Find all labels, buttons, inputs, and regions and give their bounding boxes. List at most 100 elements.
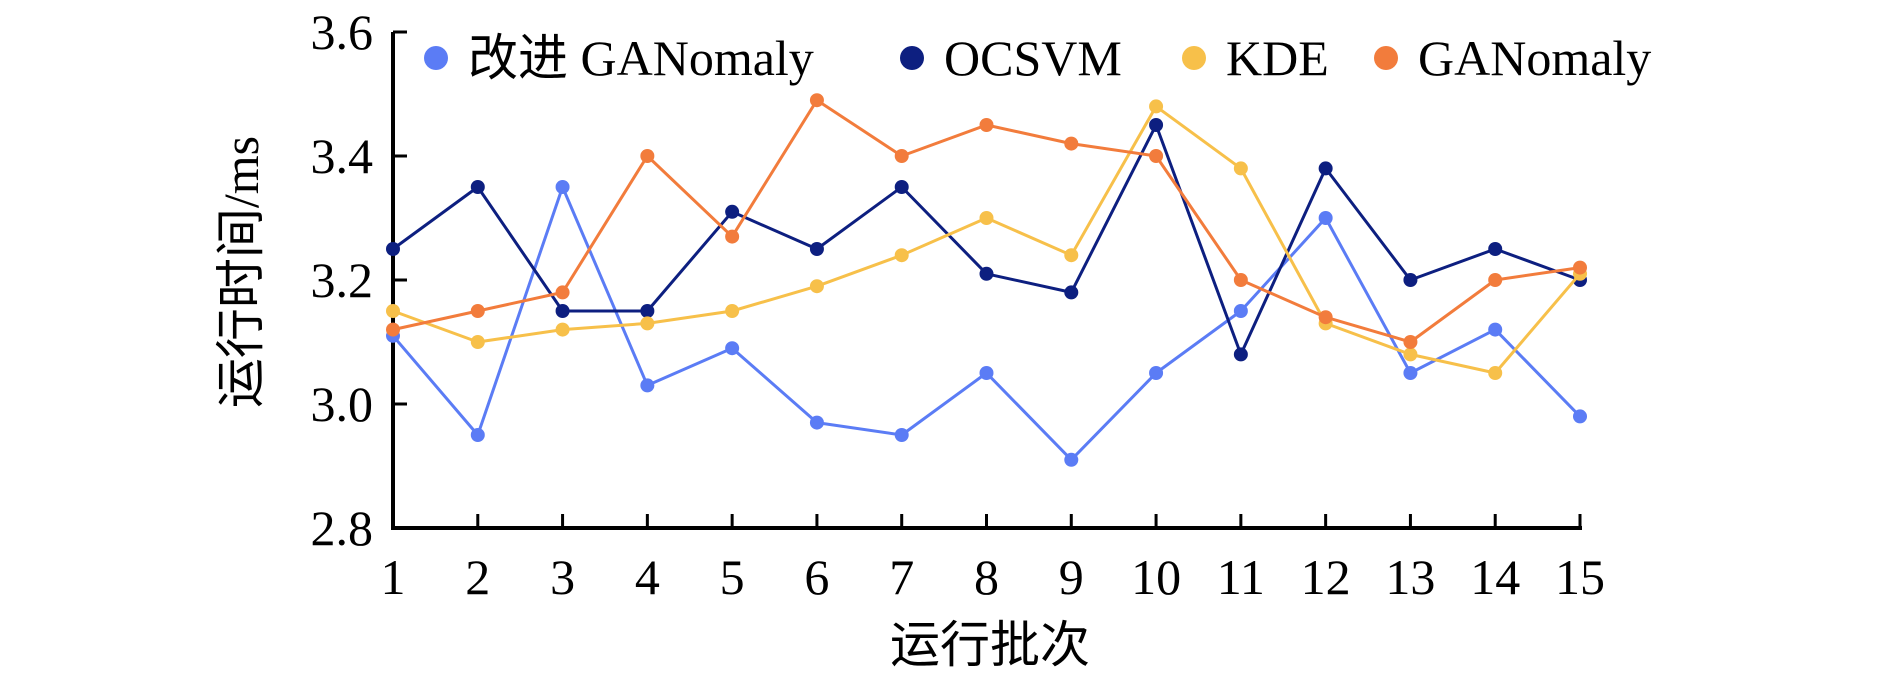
- legend-label: 改进 GANomaly: [468, 30, 814, 86]
- x-tick-label: 3: [550, 549, 575, 605]
- x-tick-label: 9: [1059, 549, 1084, 605]
- data-point: [555, 285, 570, 300]
- data-point: [1403, 366, 1418, 380]
- x-tick-label: 2: [465, 549, 490, 605]
- data-point: [725, 304, 740, 318]
- data-point: [470, 428, 485, 442]
- x-tick-label: 1: [381, 549, 406, 605]
- data-point: [1318, 211, 1333, 225]
- series-GANomaly: [386, 93, 1587, 349]
- data-point: [1233, 273, 1248, 287]
- data-point: [894, 428, 909, 442]
- data-point: [555, 304, 570, 318]
- y-tick-label: 3.6: [311, 4, 374, 60]
- data-point: [809, 279, 824, 294]
- data-point: [640, 304, 655, 318]
- y-tick-label: 3.2: [311, 252, 374, 308]
- data-point: [1403, 347, 1418, 362]
- data-point: [386, 304, 400, 318]
- data-point: [809, 242, 824, 256]
- data-point: [725, 204, 740, 219]
- data-point: [555, 322, 570, 337]
- x-tick-label: 5: [720, 549, 745, 605]
- data-point: [1149, 149, 1164, 163]
- legend-label: GANomaly: [1418, 30, 1651, 86]
- series-line: [392, 104, 1582, 375]
- data-point: [1064, 136, 1079, 151]
- data-point: [640, 149, 655, 163]
- series-KDE: [386, 99, 1587, 380]
- x-tick-label: 10: [1131, 549, 1181, 605]
- legend-marker: [1182, 46, 1206, 70]
- x-tick-label: 7: [889, 549, 914, 605]
- y-tick-label: 2.8: [311, 500, 374, 556]
- data-point: [386, 242, 400, 256]
- data-point: [1488, 242, 1503, 256]
- y-tick-label: 3.0: [311, 376, 374, 432]
- x-tick-label: 13: [1385, 549, 1435, 605]
- data-point: [470, 180, 485, 194]
- legend-item: KDE: [1182, 30, 1329, 86]
- x-tick-label: 12: [1301, 549, 1351, 605]
- data-point: [1488, 322, 1503, 337]
- data-point: [1403, 273, 1418, 287]
- x-tick-label: 6: [804, 549, 829, 605]
- data-point: [979, 266, 994, 281]
- y-axis-title: 运行时间/ms: [213, 136, 269, 408]
- data-point: [1064, 285, 1079, 300]
- legend-item: 改进 GANomaly: [424, 30, 814, 86]
- data-point: [894, 149, 909, 163]
- series-layer: [386, 93, 1587, 467]
- series-line: [392, 123, 1581, 356]
- data-point: [809, 415, 824, 430]
- series-改进 GANomaly: [386, 180, 1587, 467]
- data-point: [640, 378, 655, 393]
- data-point: [979, 118, 994, 132]
- data-point: [1233, 304, 1248, 318]
- x-tick-label: 15: [1555, 549, 1605, 605]
- data-point: [555, 180, 570, 194]
- x-tick-label: 11: [1217, 549, 1265, 605]
- data-point: [1064, 452, 1079, 467]
- legend-item: OCSVM: [900, 30, 1122, 86]
- legend-label: OCSVM: [944, 30, 1122, 86]
- x-axis-title: 运行批次: [890, 617, 1090, 673]
- data-point: [1149, 118, 1164, 132]
- data-point: [1403, 335, 1418, 349]
- data-point: [979, 211, 994, 225]
- data-point: [1149, 99, 1164, 114]
- data-point: [894, 248, 909, 263]
- data-point: [1149, 366, 1164, 380]
- data-point: [1488, 273, 1503, 287]
- data-point: [725, 229, 740, 244]
- y-tick-label: 3.4: [311, 128, 374, 184]
- data-point: [470, 335, 485, 349]
- data-point: [386, 322, 400, 337]
- x-tick-label: 4: [635, 549, 660, 605]
- data-point: [1573, 260, 1587, 275]
- data-point: [1318, 310, 1333, 325]
- data-point: [1233, 347, 1248, 362]
- legend-label: KDE: [1226, 30, 1329, 86]
- x-tick-label: 14: [1470, 549, 1520, 605]
- data-point: [1233, 161, 1248, 176]
- data-point: [979, 366, 994, 380]
- data-point: [809, 93, 824, 108]
- data-point: [640, 316, 655, 331]
- data-point: [1064, 248, 1079, 263]
- data-point: [1573, 409, 1587, 424]
- series-line: [391, 185, 1582, 462]
- legend-marker: [1374, 46, 1398, 70]
- data-point: [725, 341, 740, 356]
- legend-marker: [424, 46, 448, 70]
- data-point: [470, 304, 485, 318]
- data-point: [894, 180, 909, 194]
- legend-item: GANomaly: [1374, 30, 1651, 86]
- data-point: [1318, 161, 1333, 176]
- legend-marker: [900, 46, 924, 70]
- axes: 2.83.03.23.43.61 2 3 4 5 6 7 8 9 10 11 12 13 14 15: [311, 4, 1606, 605]
- data-point: [1488, 366, 1503, 380]
- legend: 改进 GANomaly OCSVM KDE GANomaly: [424, 30, 1651, 86]
- x-tick-label: 8: [974, 549, 999, 605]
